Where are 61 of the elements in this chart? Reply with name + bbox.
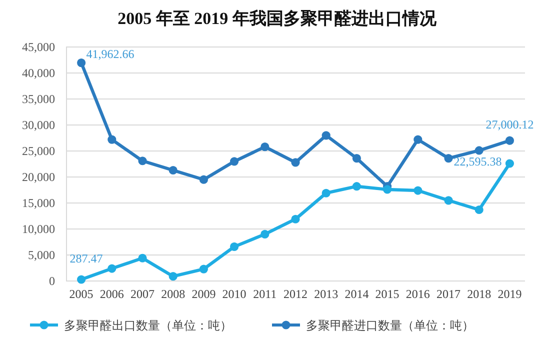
y-tick-label: 5,000 xyxy=(28,248,55,262)
point xyxy=(168,166,178,175)
y-tick-label: 20,000 xyxy=(22,170,55,184)
chart-title: 2005 年至 2019 年我国多聚甲醛进出口情况 xyxy=(118,9,438,28)
x-tick-label: 2006 xyxy=(100,287,124,301)
y-tick-label: 40,000 xyxy=(22,66,55,80)
point xyxy=(414,186,422,195)
data-label: 41,962.66 xyxy=(86,46,134,61)
x-tick-label: 2010 xyxy=(222,287,246,301)
point xyxy=(230,157,239,166)
point xyxy=(138,156,147,166)
point xyxy=(230,242,239,251)
point xyxy=(108,264,116,273)
x-tick-label: 2012 xyxy=(284,287,308,301)
legend-label: 多聚甲醛进口数量（单位：吨） xyxy=(306,318,474,332)
point xyxy=(199,264,208,274)
y-tick-label: 0 xyxy=(49,274,55,288)
point xyxy=(322,188,330,198)
point xyxy=(291,214,300,224)
x-tick-label: 2015 xyxy=(375,287,400,301)
x-tick-label: 2017 xyxy=(436,287,460,301)
x-tick-label: 2008 xyxy=(161,287,186,301)
point xyxy=(322,131,330,140)
point xyxy=(260,230,270,238)
point xyxy=(291,158,300,167)
data-label: 287.47 xyxy=(70,252,103,266)
legend-label: 多聚甲醛出口数量（单位：吨） xyxy=(64,318,232,332)
y-tick-label: 10,000 xyxy=(22,222,55,236)
point xyxy=(138,254,147,262)
x-tick-label: 2009 xyxy=(192,287,216,301)
point xyxy=(199,175,208,184)
point xyxy=(168,272,178,281)
point xyxy=(444,196,453,205)
point xyxy=(505,159,514,168)
y-tick-label: 25,000 xyxy=(22,144,55,158)
y-tick-label: 45,000 xyxy=(22,40,55,54)
point xyxy=(77,58,86,68)
x-tick-label: 2007 xyxy=(130,287,154,301)
x-tick-label: 2005 xyxy=(69,287,94,301)
x-tick-label: 2011 xyxy=(253,287,277,301)
point xyxy=(108,135,116,144)
data-label: 22,595.38 xyxy=(454,154,502,169)
point xyxy=(444,154,453,163)
y-tick-label: 35,000 xyxy=(22,92,55,106)
point xyxy=(505,136,514,145)
point xyxy=(474,146,484,155)
point xyxy=(352,182,361,191)
x-tick-label: 2013 xyxy=(314,287,338,301)
point xyxy=(383,185,392,194)
data-label: 27,000.12 xyxy=(486,118,534,132)
point xyxy=(414,135,422,144)
x-tick-label: 2016 xyxy=(406,287,430,301)
x-tick-label: 2014 xyxy=(344,287,369,301)
point xyxy=(474,205,484,214)
point xyxy=(77,275,86,284)
point xyxy=(260,142,270,152)
y-tick-label: 15,000 xyxy=(22,196,55,210)
x-tick-label: 2019 xyxy=(498,287,522,301)
point xyxy=(352,154,361,163)
y-tick-label: 30,000 xyxy=(22,118,55,132)
x-tick-label: 2018 xyxy=(467,287,492,301)
